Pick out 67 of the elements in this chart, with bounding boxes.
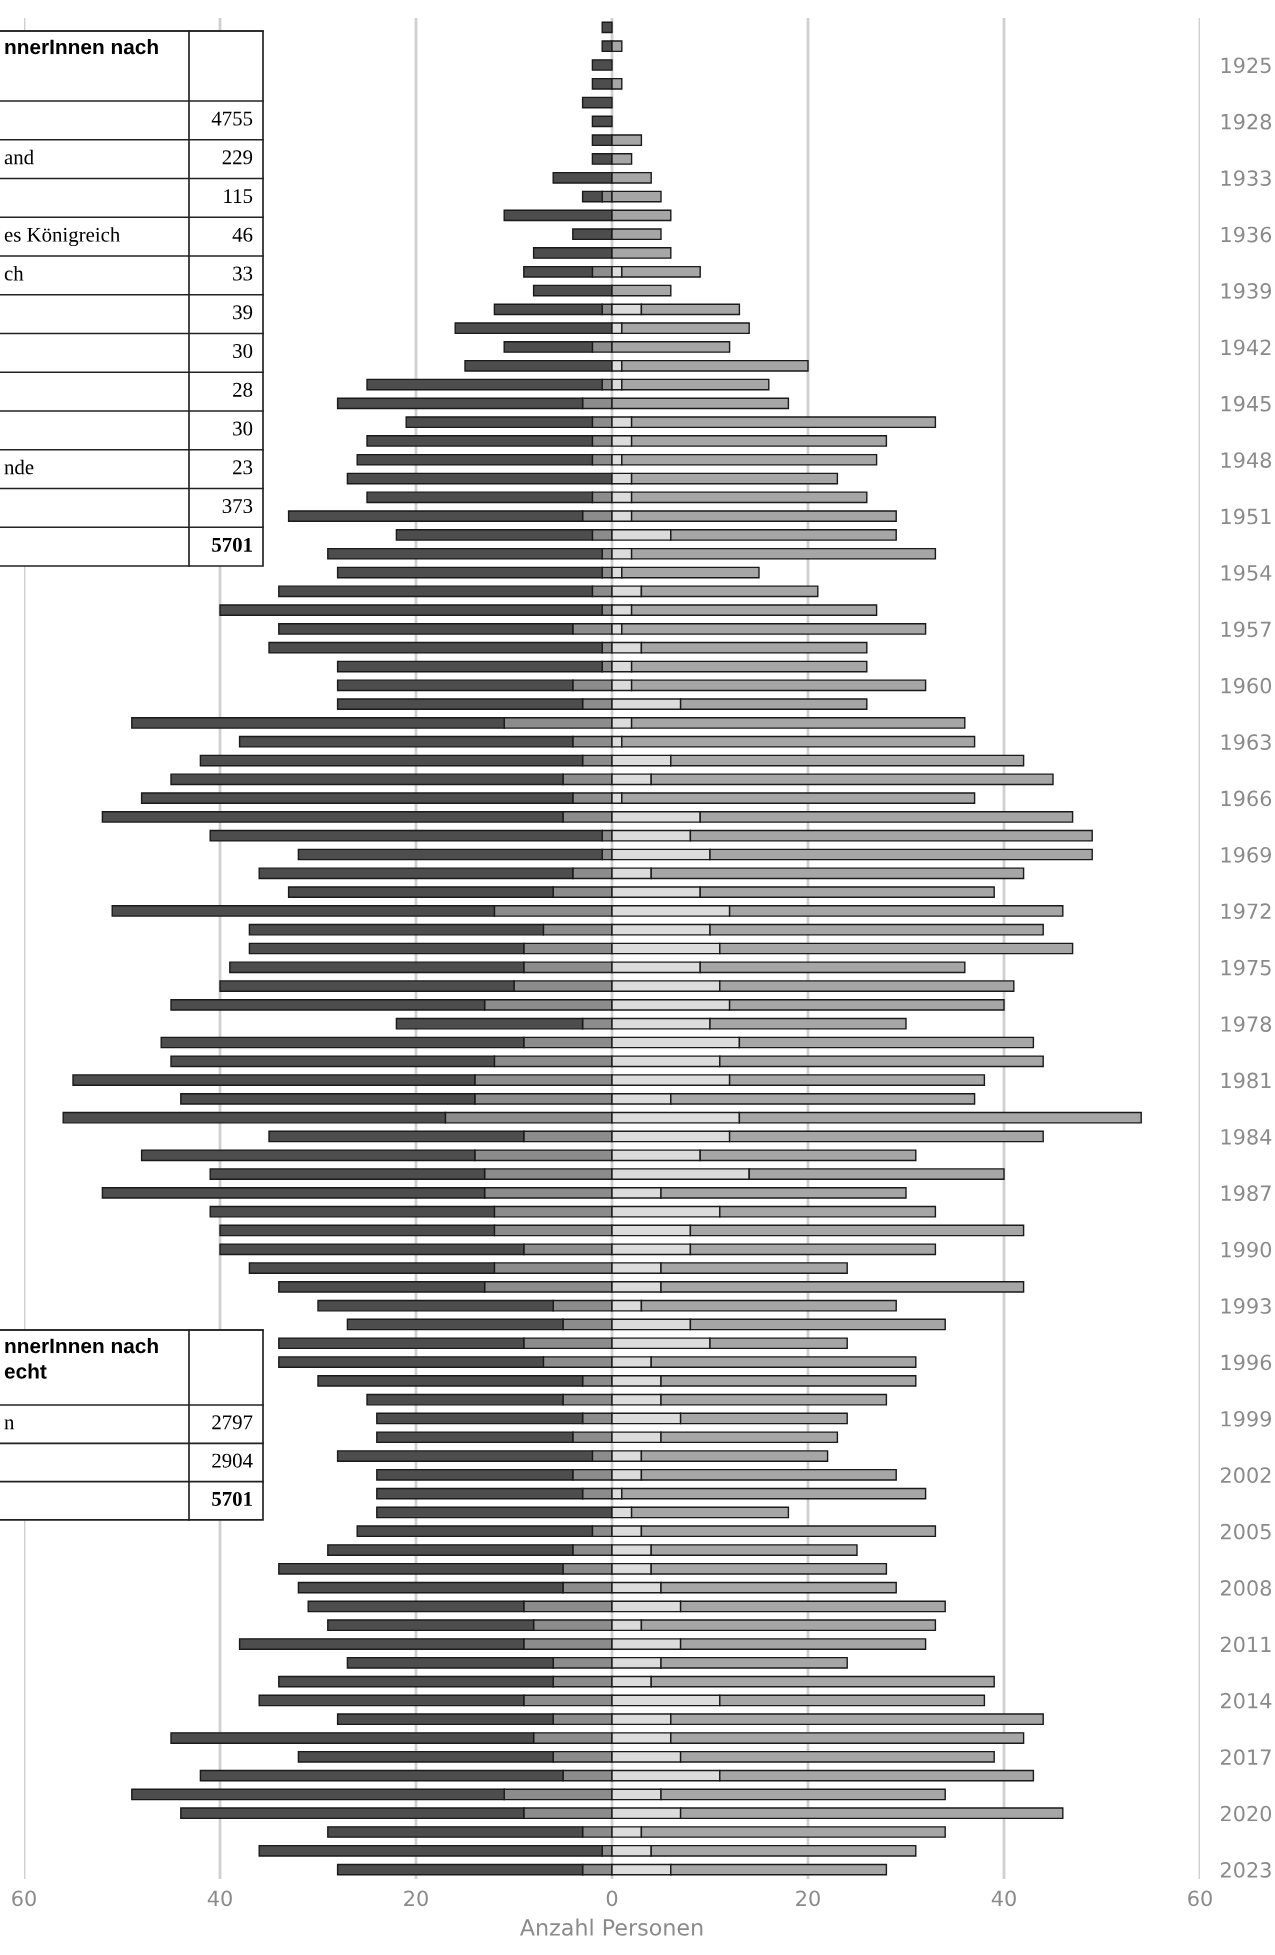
y-tick-label: 1969 [1221,846,1271,863]
x-tick-label: 40 [991,1890,1016,1907]
annotation: 33 [233,266,253,281]
annotation: 5701 [212,537,252,552]
y-tick-label: 1957 [1221,621,1271,638]
annotation: nnerInnen nach echt [4,1338,158,1379]
bar [601,21,613,34]
y-tick-label: 1933 [1221,170,1271,186]
y-tick-label: 1978 [1221,1016,1272,1032]
y-tick-label: 1996 [1221,1354,1272,1371]
x-tick-label: 20 [404,1890,428,1907]
annotation: 30 [233,344,253,359]
annotation: nnerInnen nach [5,39,158,55]
y-tick-label: 2011 [1220,1636,1271,1653]
y-tick-label: 1963 [1221,734,1271,750]
y-tick-label: 1999 [1221,1410,1271,1427]
y-tick-label: 2014 [1220,1692,1272,1709]
annotation: 23 [233,460,253,475]
y-tick-label: 1984 [1221,1128,1272,1145]
y-tick-label: 1993 [1221,1298,1271,1314]
y-tick-label: 2008 [1220,1580,1272,1596]
annotation: 115 [224,189,253,204]
y-tick-label: 1936 [1221,226,1272,243]
x-axis-title: Anzahl Personen [520,1918,703,1936]
annotation: 373 [222,499,253,514]
annotation: 46 [232,227,253,242]
y-tick-label: 1928 [1221,113,1272,130]
y-tick-label: 1981 [1221,1072,1271,1089]
text: n [4,1419,15,1430]
y-tick-label: 1945 [1221,395,1271,412]
y-tick-label: 1990 [1221,1241,1272,1258]
y-tick-label: 1954 [1221,564,1272,581]
x-tick-label: 60 [1188,1890,1212,1907]
y-tick-label: 2023 [1220,1862,1271,1878]
y-tick-label: 1939 [1221,283,1271,299]
y-tick-label: 1975 [1221,959,1271,976]
x-tick-label: 20 [796,1890,820,1907]
annotation: nde [4,459,34,475]
bar [591,59,613,71]
y-tick-label: 2020 [1220,1805,1272,1822]
y-tick-label: 2017 [1220,1749,1271,1766]
y-tick-label: 1942 [1221,339,1271,356]
y-tick-label: 1948 [1221,452,1272,468]
y-tick-label: 1987 [1221,1185,1271,1202]
y-tick-label: 1966 [1221,790,1272,807]
annotation: es Königreich [4,227,121,247]
y-tick-label: 2002 [1220,1467,1271,1484]
annotation: and [4,149,34,165]
y-tick-label: 1951 [1221,508,1271,525]
annotation: 4755 [211,111,253,126]
annotation: 30 [233,421,253,436]
x-tick-label: 40 [207,1890,232,1907]
annotation: 2797 [212,1415,253,1430]
bar [591,115,613,128]
y-tick-label: 1925 [1221,57,1271,74]
bar [581,96,613,109]
text: ch [4,265,24,281]
y-tick-label: 1960 [1221,677,1272,694]
annotation: 229 [222,150,253,165]
y-tick-label: 1972 [1221,903,1271,920]
annotation: 5701 [212,1491,252,1506]
annotation: 28 [233,382,253,397]
y-tick-label: 2005 [1220,1523,1271,1540]
annotation: 39 [233,305,253,320]
annotation: 2904 [212,1453,253,1468]
x-tick-label: 60 [12,1890,36,1907]
x-tick-label: 0 [606,1890,618,1907]
